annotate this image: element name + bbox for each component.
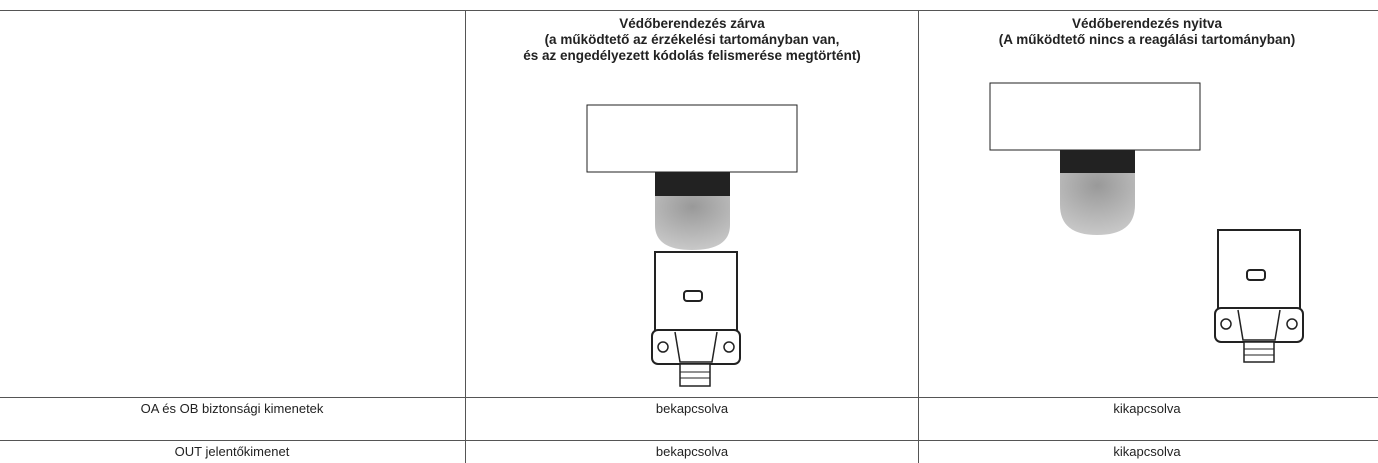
diagram-closed [586, 104, 798, 387]
table-lines [0, 10, 1378, 463]
row-label: OUT jelentőkimenet [175, 444, 290, 459]
cell: bekapcsolva [656, 401, 729, 416]
cell: kikapcsolva [1113, 444, 1181, 459]
header-cell: Védőberendezés nyitva (A működtető nincs … [999, 16, 1296, 47]
header-cell: Védőberendezés zárva (a működtető az érzé… [523, 16, 861, 63]
cell: bekapcsolva [656, 444, 729, 459]
row-label: OA és OB biztonsági kimenetek [141, 401, 324, 416]
cell: kikapcsolva [1113, 401, 1181, 416]
diagram-open [989, 82, 1304, 363]
